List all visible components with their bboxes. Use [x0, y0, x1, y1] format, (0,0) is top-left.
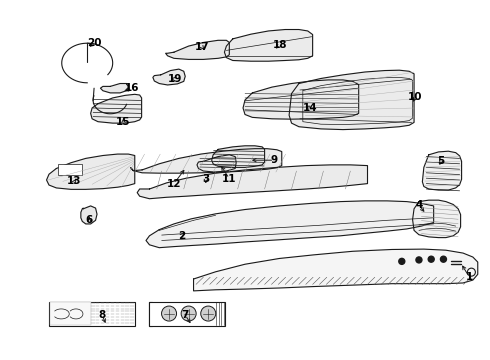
- Bar: [149, 302, 225, 326]
- Text: 9: 9: [271, 155, 278, 165]
- Polygon shape: [289, 70, 414, 130]
- Bar: [49, 302, 135, 326]
- Text: 3: 3: [202, 174, 209, 184]
- Bar: [149, 302, 152, 326]
- Bar: [50, 302, 91, 325]
- Text: 18: 18: [273, 40, 288, 50]
- Polygon shape: [197, 155, 236, 172]
- Circle shape: [441, 256, 446, 262]
- Polygon shape: [146, 201, 434, 248]
- Circle shape: [181, 306, 196, 321]
- Text: 6: 6: [86, 215, 93, 225]
- Polygon shape: [243, 80, 359, 119]
- Text: 10: 10: [408, 92, 423, 102]
- Circle shape: [162, 306, 176, 321]
- Polygon shape: [224, 30, 313, 61]
- Polygon shape: [153, 69, 185, 85]
- Bar: [58, 164, 82, 175]
- Polygon shape: [137, 165, 368, 199]
- Polygon shape: [212, 146, 265, 167]
- Text: 20: 20: [87, 38, 101, 48]
- Text: 13: 13: [67, 176, 82, 186]
- Text: 4: 4: [415, 200, 423, 210]
- Polygon shape: [47, 154, 135, 189]
- Polygon shape: [422, 151, 462, 190]
- Polygon shape: [413, 200, 461, 238]
- Text: 8: 8: [98, 310, 105, 320]
- Text: 2: 2: [178, 231, 185, 241]
- Text: 1: 1: [466, 272, 473, 282]
- Text: 16: 16: [125, 83, 140, 93]
- Circle shape: [416, 257, 422, 263]
- Text: 5: 5: [438, 156, 444, 166]
- Circle shape: [201, 306, 216, 321]
- Polygon shape: [166, 40, 229, 59]
- Polygon shape: [91, 94, 142, 123]
- Text: 17: 17: [195, 42, 209, 52]
- Text: 7: 7: [181, 310, 189, 320]
- Text: 15: 15: [116, 117, 131, 127]
- Polygon shape: [100, 84, 128, 93]
- Text: 11: 11: [222, 174, 237, 184]
- Circle shape: [428, 256, 434, 262]
- Text: 19: 19: [168, 74, 183, 84]
- Text: 14: 14: [302, 103, 317, 113]
- Polygon shape: [131, 149, 282, 173]
- Text: 12: 12: [167, 179, 181, 189]
- Polygon shape: [194, 249, 478, 291]
- Circle shape: [399, 258, 405, 264]
- Polygon shape: [81, 206, 97, 224]
